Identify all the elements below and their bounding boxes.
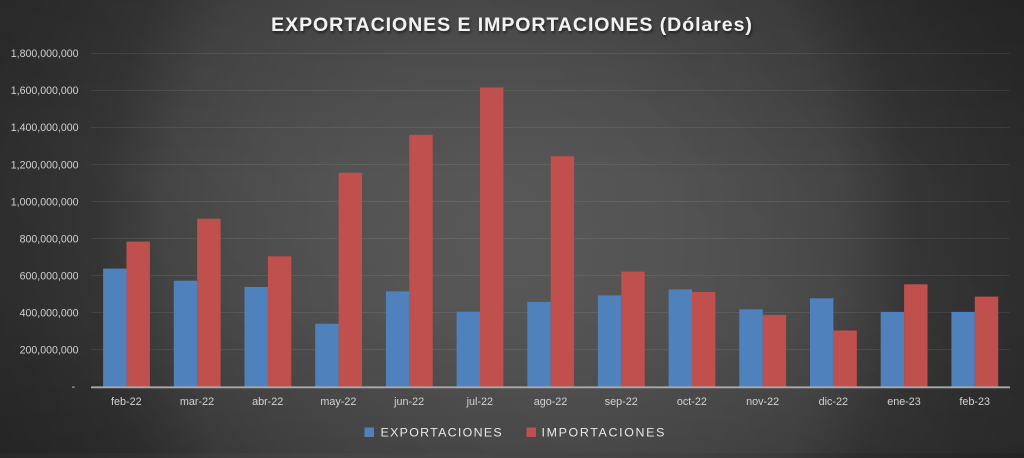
- svg-text:ago-22: ago-22: [534, 396, 568, 408]
- svg-text:ene-23: ene-23: [887, 396, 921, 408]
- svg-text:1,200,000,000: 1,200,000,000: [11, 159, 79, 171]
- svg-text:feb-23: feb-23: [959, 396, 990, 408]
- svg-text:1,400,000,000: 1,400,000,000: [11, 122, 79, 134]
- svg-text:jul-22: jul-22: [466, 396, 493, 408]
- svg-text:sep-22: sep-22: [605, 396, 638, 408]
- svg-text:oct-22: oct-22: [677, 396, 707, 408]
- svg-text:mar-22: mar-22: [180, 396, 214, 408]
- svg-text:EXPORTACIONES E IMPORTACIONES: EXPORTACIONES E IMPORTACIONES (Dólares): [271, 14, 753, 36]
- svg-text:abr-22: abr-22: [252, 396, 283, 408]
- svg-text:1,000,000,000: 1,000,000,000: [11, 196, 79, 208]
- svg-text:IMPORTACIONES: IMPORTACIONES: [542, 426, 667, 440]
- svg-text:1,800,000,000: 1,800,000,000: [11, 48, 79, 60]
- svg-text:feb-22: feb-22: [111, 396, 142, 408]
- svg-text:EXPORTACIONES: EXPORTACIONES: [381, 426, 503, 440]
- svg-text:dic-22: dic-22: [819, 396, 848, 408]
- svg-text:nov-22: nov-22: [746, 396, 779, 408]
- svg-text:1,600,000,000: 1,600,000,000: [11, 85, 79, 97]
- svg-text:400,000,000: 400,000,000: [20, 308, 79, 320]
- svg-text:800,000,000: 800,000,000: [20, 233, 79, 245]
- svg-text:200,000,000: 200,000,000: [20, 345, 79, 357]
- svg-text:600,000,000: 600,000,000: [20, 271, 79, 283]
- svg-text:jun-22: jun-22: [393, 396, 424, 408]
- svg-text:may-22: may-22: [320, 396, 356, 408]
- svg-text:-: -: [72, 381, 76, 393]
